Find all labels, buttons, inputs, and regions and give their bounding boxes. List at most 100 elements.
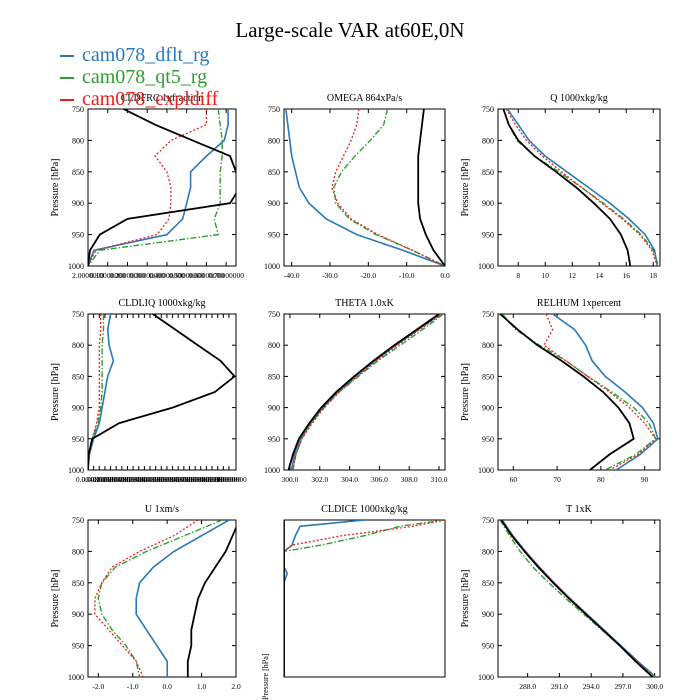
y-axis-label: Pressure [hPa] bbox=[50, 569, 61, 627]
y-tick-label: 750 bbox=[482, 310, 494, 319]
panel-title: Q 1000xkg/kg bbox=[550, 93, 608, 104]
x-tick-label: 0.01600000 bbox=[93, 475, 129, 484]
x-tick-label: 0.02000000 bbox=[98, 475, 134, 484]
y-tick-label: 800 bbox=[482, 341, 494, 350]
series-line-expldiff bbox=[505, 109, 658, 266]
x-tick-label: 0.0 bbox=[440, 271, 450, 280]
series-line-qt5 bbox=[284, 520, 445, 677]
y-tick-label: 750 bbox=[268, 105, 280, 114]
x-tick-label: 0.04000000 bbox=[127, 475, 163, 484]
y-tick-label: 1000 bbox=[478, 466, 494, 475]
x-tick-label: 16 bbox=[623, 271, 631, 280]
x-tick-label: 0.02800000 bbox=[110, 475, 146, 484]
x-tick-label: 0.01200000 bbox=[87, 475, 123, 484]
y-tick-label: 850 bbox=[72, 579, 84, 588]
series-line-obs bbox=[186, 525, 236, 677]
y-tick-label: 750 bbox=[482, 105, 494, 114]
x-tick-label: 302.0 bbox=[311, 475, 328, 484]
x-tick-label: -1.0 bbox=[127, 682, 139, 691]
panel-0: CLDFRC 1xfraction 750 800 850 900 950 1000 Pres… bbox=[50, 93, 244, 280]
panel-1: OMEGA 864xPa/s 750 800 850 900 950 1000 -40.0 -3… bbox=[264, 93, 450, 280]
x-tick-label: 0.08400000 bbox=[189, 475, 225, 484]
y-axis-label: Pressure [hPa] bbox=[460, 363, 471, 421]
legend-swatch-qt5 bbox=[60, 77, 74, 80]
series-line-qt5 bbox=[97, 520, 223, 677]
series-line-obs bbox=[88, 314, 236, 470]
x-tick-label: 0.07600000 bbox=[177, 475, 213, 484]
y-tick-label: 800 bbox=[72, 341, 84, 350]
panel-frame bbox=[283, 108, 446, 267]
y-tick-label: 850 bbox=[482, 168, 494, 177]
y-tick-label: 850 bbox=[268, 168, 280, 177]
series-line-dflt bbox=[135, 520, 230, 677]
x-tick-label: 2.0000000 bbox=[72, 271, 104, 280]
y-tick-label: 950 bbox=[482, 642, 494, 651]
series-line-dflt bbox=[284, 520, 365, 677]
panel-frame bbox=[497, 108, 661, 267]
series-line-dflt bbox=[506, 109, 659, 266]
panel-title: CLDICE 1000xkg/kg bbox=[321, 504, 407, 515]
x-tick-label: 0.04400000 bbox=[132, 475, 168, 484]
x-tick-label: 90 bbox=[641, 475, 649, 484]
series-line-obs bbox=[417, 109, 445, 266]
panel-frame bbox=[87, 519, 237, 678]
series-line-obs bbox=[499, 314, 635, 470]
y-tick-label: 950 bbox=[72, 231, 84, 240]
panel-title: CLDLIQ 1000xkg/kg bbox=[119, 298, 206, 309]
series-line-qt5 bbox=[88, 109, 223, 266]
panel-frame bbox=[87, 108, 237, 267]
y-tick-label: 1000 bbox=[478, 673, 494, 682]
y-tick-label: 1000 bbox=[68, 262, 84, 271]
series-line-expldiff bbox=[501, 520, 655, 677]
legend-swatch-dflt bbox=[60, 55, 74, 58]
series-line-obs bbox=[500, 520, 654, 677]
panel-frame bbox=[497, 313, 661, 471]
y-tick-label: 900 bbox=[72, 199, 84, 208]
x-tick-label: 10 bbox=[542, 271, 550, 280]
series-line-expldiff bbox=[331, 109, 445, 266]
x-tick-label: 12 bbox=[569, 271, 577, 280]
x-tick-label: 0.08800000 bbox=[194, 475, 230, 484]
y-axis-label: Pressure [hPa] bbox=[460, 569, 471, 627]
series-line-obs bbox=[88, 109, 236, 266]
x-tick-label: 0.09600000 bbox=[206, 475, 242, 484]
y-tick-label: 800 bbox=[72, 136, 84, 145]
legend-entry-dflt: cam078_dflt_rg bbox=[60, 44, 218, 66]
x-tick-label: 0.60000000 bbox=[189, 271, 225, 280]
x-tick-label: 0.09200000 bbox=[200, 475, 236, 484]
x-tick-label: 300.0 bbox=[646, 682, 663, 691]
y-tick-label: 950 bbox=[482, 231, 494, 240]
legend-label-expldiff: cam078_expldiff bbox=[82, 88, 219, 110]
y-tick-label: 850 bbox=[482, 579, 494, 588]
y-tick-label: 750 bbox=[72, 516, 84, 525]
y-tick-label: 900 bbox=[72, 404, 84, 413]
x-tick-label: 308.0 bbox=[401, 475, 418, 484]
x-tick-label: 0.0 bbox=[162, 682, 172, 691]
series-line-dflt bbox=[501, 520, 657, 677]
y-tick-label: 900 bbox=[72, 610, 84, 619]
series-line-expldiff bbox=[292, 314, 443, 470]
legend: cam078_dflt_rg cam078_qt5_rg cam078_expl… bbox=[60, 44, 218, 110]
panel-title: RELHUM 1xpercent bbox=[537, 298, 621, 309]
y-tick-label: 1000 bbox=[264, 466, 280, 475]
legend-swatch-expldiff bbox=[60, 99, 74, 102]
panel-title: THETA 1.0xK bbox=[335, 298, 394, 309]
legend-entry-expldiff: cam078_expldiff bbox=[60, 88, 218, 110]
x-tick-label: -40.0 bbox=[284, 271, 300, 280]
y-tick-label: 800 bbox=[482, 136, 494, 145]
y-tick-label: 950 bbox=[72, 642, 84, 651]
x-tick-label: -20.0 bbox=[361, 271, 377, 280]
y-tick-label: 1000 bbox=[68, 673, 84, 682]
y-tick-label: 900 bbox=[482, 199, 494, 208]
x-tick-label: 0.02400000 bbox=[104, 475, 140, 484]
x-tick-label: 310.0 bbox=[431, 475, 448, 484]
x-tick-label: 0.03600000 bbox=[121, 475, 157, 484]
x-tick-label: 0.30000000 bbox=[129, 271, 165, 280]
y-tick-label: 900 bbox=[482, 610, 494, 619]
x-tick-label: 0.03200000 bbox=[115, 475, 151, 484]
x-tick-label: 80 bbox=[597, 475, 605, 484]
y-tick-label: 1000 bbox=[264, 262, 280, 271]
x-tick-label: 0.50000000 bbox=[169, 271, 205, 280]
